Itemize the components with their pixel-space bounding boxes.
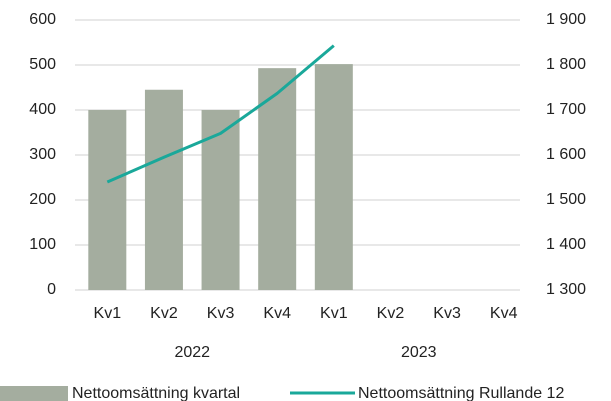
x-tick-label: Kv4: [263, 305, 291, 322]
bar: [258, 68, 297, 291]
y2-tick-label: 1 900: [546, 11, 586, 28]
x-tick-label: Kv1: [320, 305, 348, 322]
line: [106, 44, 335, 184]
y-tick-label: 600: [29, 11, 56, 28]
y2-tick-label: 1 500: [546, 191, 586, 208]
bar: [144, 89, 183, 290]
x-tick-label: Kv1: [94, 305, 122, 322]
y2-tick-label: 1 400: [546, 236, 586, 253]
y2-tick-label: 1 800: [546, 56, 586, 73]
year-label: 2023: [401, 344, 437, 361]
bar: [201, 110, 240, 290]
y-tick-label: 300: [29, 146, 56, 163]
bar: [314, 64, 353, 290]
legend-swatch: [0, 386, 68, 401]
x-tick-label: Kv4: [490, 305, 518, 322]
x-tick-label: Kv3: [207, 305, 235, 322]
y-tick-label: 200: [29, 191, 56, 208]
legend-label: Nettoomsättning Rullande 12: [358, 385, 564, 401]
x-tick-label: Kv2: [377, 305, 405, 322]
y2-tick-label: 1 300: [546, 281, 586, 298]
x-tick-label: Kv2: [150, 305, 178, 322]
x-tick-label: Kv3: [433, 305, 461, 322]
y-tick-label: 0: [47, 281, 56, 298]
y-tick-label: 100: [29, 236, 56, 253]
legend-label: Nettoomsättning kvartal: [72, 385, 240, 401]
y2-tick-label: 1 700: [546, 101, 586, 118]
year-label: 2022: [174, 344, 210, 361]
y-tick-label: 400: [29, 101, 56, 118]
bar: [88, 110, 127, 290]
y-tick-label: 500: [29, 56, 56, 73]
y2-tick-label: 1 600: [546, 146, 586, 163]
